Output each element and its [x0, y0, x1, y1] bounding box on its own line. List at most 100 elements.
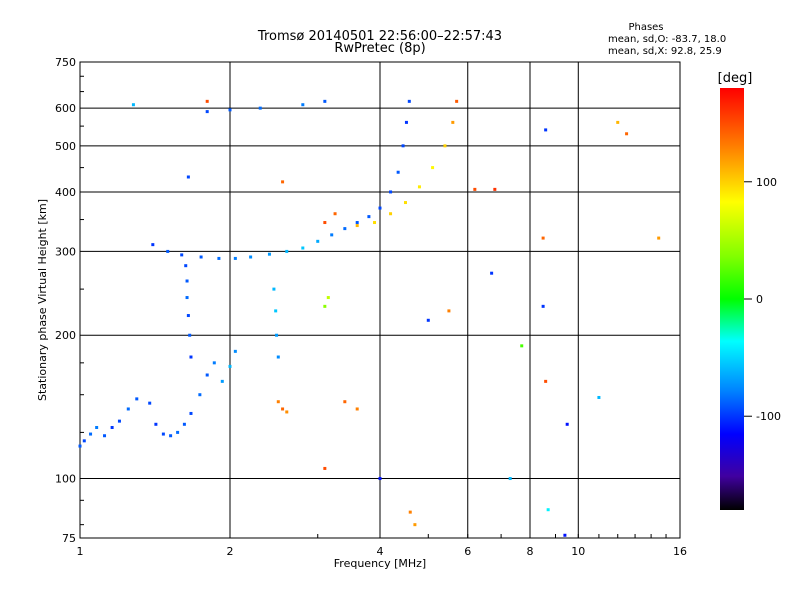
data-point [473, 187, 477, 191]
data-point [217, 256, 221, 260]
data-point [389, 212, 393, 216]
data-point [281, 180, 285, 184]
data-point [343, 400, 347, 404]
data-point [301, 103, 305, 107]
colorbar [720, 88, 744, 510]
data-point [274, 309, 278, 313]
data-point [180, 253, 184, 257]
data-point [323, 99, 327, 103]
axis-ticks: 1 2 4 6 8 10 16 75 100 200 300 400 500 600 750 [55, 56, 687, 558]
data-point [95, 425, 99, 429]
data-point [220, 379, 224, 383]
data-point [189, 411, 193, 415]
data-point [333, 212, 337, 216]
data-point [355, 224, 359, 228]
x-tick-label: 6 [464, 545, 471, 558]
stats-heading: Phases [628, 22, 663, 33]
data-point [323, 304, 327, 308]
scatter-points [78, 99, 661, 537]
data-point [233, 349, 237, 353]
data-point [176, 430, 180, 434]
data-point [166, 249, 170, 253]
data-point [343, 227, 347, 231]
data-point [330, 233, 334, 237]
data-point [417, 185, 421, 189]
y-tick-label: 400 [55, 186, 76, 199]
data-point [493, 187, 497, 191]
data-point [407, 99, 411, 103]
chart-subtitle: RwPretec (8p) [334, 41, 425, 56]
data-point [355, 407, 359, 411]
data-point [169, 434, 173, 438]
y-tick-label: 500 [55, 140, 76, 153]
data-point [657, 236, 661, 240]
colorbar-tick-label: 0 [756, 293, 763, 306]
data-point [443, 144, 447, 148]
data-point [199, 255, 203, 259]
chart-title: Tromsø 20140501 22:56:00–22:57:43 [257, 29, 502, 44]
data-point [326, 296, 330, 300]
data-point [212, 361, 216, 365]
data-point [625, 132, 629, 136]
data-point [508, 477, 512, 481]
y-tick-label: 100 [55, 473, 76, 486]
y-tick-label: 750 [55, 56, 76, 69]
x-tick-label: 8 [527, 545, 534, 558]
data-point [233, 256, 237, 260]
data-point [544, 379, 548, 383]
data-point [182, 422, 186, 426]
data-point [565, 422, 569, 426]
data-point [249, 255, 253, 259]
stats-x-line: mean, sd,X: 92.8, 25.9 [608, 46, 722, 57]
data-point [285, 410, 289, 414]
y-tick-label: 200 [55, 329, 76, 342]
x-tick-label: 2 [227, 545, 234, 558]
data-point [275, 333, 279, 337]
data-point [161, 432, 165, 436]
data-point [272, 287, 276, 291]
data-point [285, 249, 289, 253]
x-tick-label: 16 [673, 545, 687, 558]
grid [80, 62, 680, 538]
data-point [451, 120, 455, 124]
data-point [597, 395, 601, 399]
y-axis-label: Stationary phase Virtual Height [km] [36, 199, 49, 401]
data-point [323, 221, 327, 225]
data-point [154, 422, 158, 426]
data-point [198, 393, 202, 397]
data-point [301, 246, 305, 250]
data-point [189, 355, 193, 359]
x-tick-label: 1 [77, 545, 84, 558]
x-tick-label: 4 [377, 545, 384, 558]
data-point [520, 344, 524, 348]
y-tick-label: 75 [62, 532, 76, 545]
data-point [378, 206, 382, 210]
data-point [276, 400, 280, 404]
x-axis-label: Frequency [MHz] [334, 557, 426, 570]
data-point [89, 432, 93, 436]
colorbar-tick-label: 100 [756, 176, 777, 189]
data-point [117, 419, 121, 423]
data-point [281, 407, 285, 411]
data-point [126, 407, 130, 411]
data-point [188, 333, 192, 337]
data-point [541, 236, 545, 240]
data-point [431, 166, 435, 170]
data-point [541, 304, 545, 308]
data-point [563, 533, 567, 537]
colorbar-label: [deg] [718, 71, 753, 86]
data-point [378, 477, 382, 481]
data-point [447, 309, 451, 313]
data-point [413, 523, 417, 527]
y-tick-label: 300 [55, 245, 76, 258]
data-point [228, 364, 232, 368]
data-point [408, 510, 412, 514]
data-point [228, 108, 232, 112]
data-point [396, 170, 400, 174]
data-point [544, 128, 548, 132]
data-point [186, 175, 190, 179]
data-point [490, 271, 494, 275]
data-point [205, 99, 209, 103]
data-point [455, 99, 459, 103]
